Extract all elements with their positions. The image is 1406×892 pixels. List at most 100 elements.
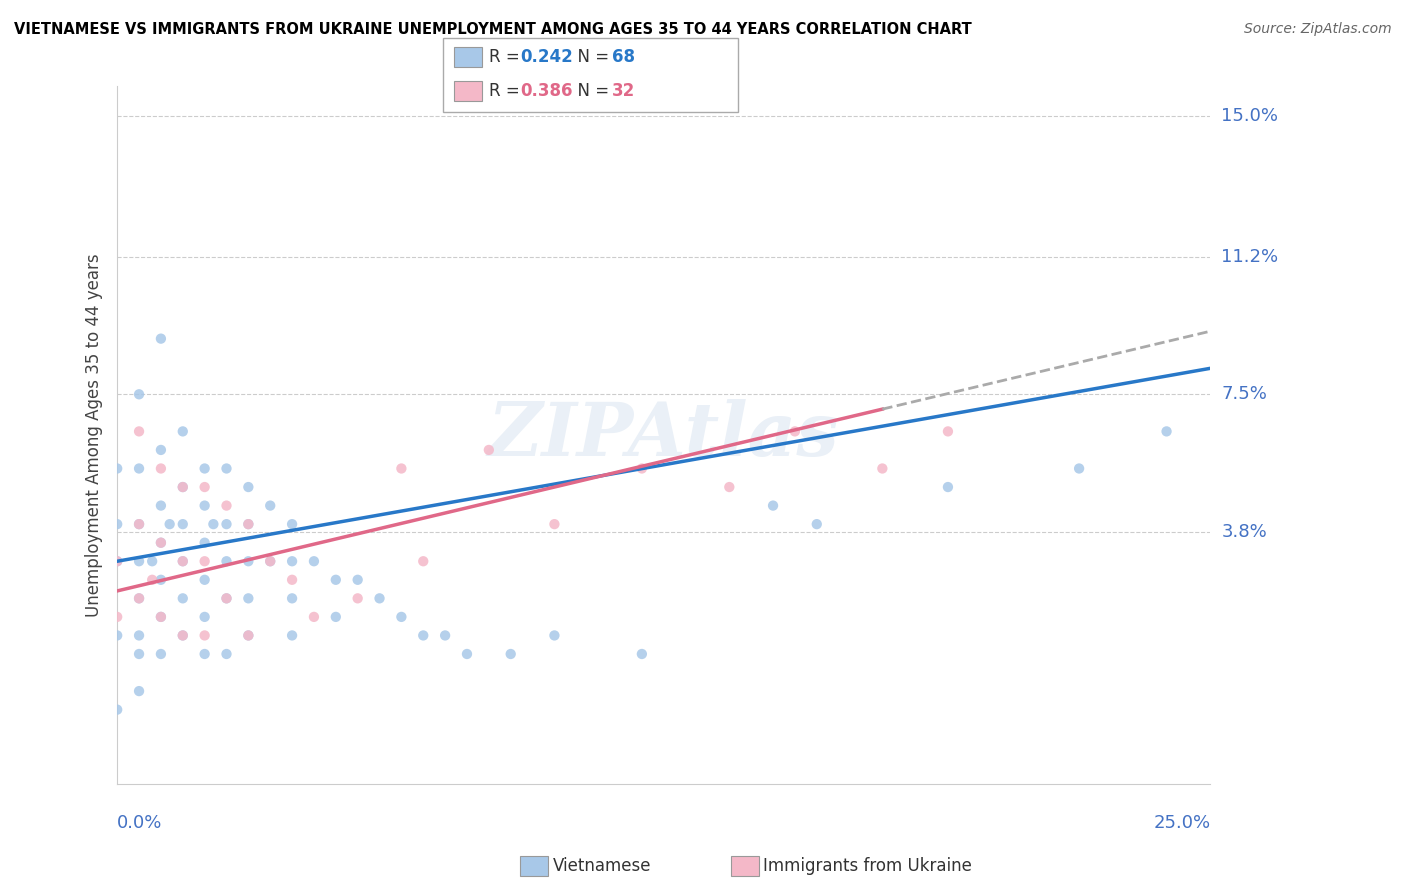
Point: [325, 573, 347, 587]
Point: [105, 628, 128, 642]
Point: [259, 554, 281, 568]
Point: [128, 387, 150, 401]
Text: Vietnamese: Vietnamese: [553, 857, 651, 875]
Point: [302, 554, 325, 568]
Point: [149, 535, 172, 549]
Point: [412, 628, 434, 642]
Text: Immigrants from Ukraine: Immigrants from Ukraine: [763, 857, 973, 875]
Point: [194, 535, 217, 549]
Point: [238, 628, 260, 642]
Text: 0.242: 0.242: [520, 48, 574, 66]
Point: [194, 480, 217, 494]
Text: N =: N =: [567, 48, 614, 66]
Text: N =: N =: [567, 82, 614, 100]
Point: [872, 461, 894, 475]
Point: [172, 591, 194, 606]
Point: [172, 628, 194, 642]
Point: [1069, 461, 1091, 475]
Point: [105, 703, 128, 717]
Point: [172, 554, 194, 568]
Point: [936, 480, 959, 494]
Text: 7.5%: 7.5%: [1222, 385, 1267, 403]
Point: [149, 461, 172, 475]
Point: [105, 517, 128, 532]
Text: ZIPAtlas: ZIPAtlas: [488, 399, 839, 471]
Point: [149, 647, 172, 661]
Point: [499, 647, 522, 661]
Point: [128, 461, 150, 475]
Point: [434, 628, 457, 642]
Text: 32: 32: [612, 82, 636, 100]
Point: [172, 554, 194, 568]
Point: [259, 499, 281, 513]
Text: 3.8%: 3.8%: [1222, 523, 1267, 541]
Point: [105, 554, 128, 568]
Point: [215, 591, 238, 606]
Point: [1156, 425, 1178, 439]
Point: [128, 517, 150, 532]
Point: [325, 610, 347, 624]
Point: [281, 554, 304, 568]
Point: [128, 591, 150, 606]
Point: [128, 591, 150, 606]
Point: [346, 591, 368, 606]
Text: 0.386: 0.386: [520, 82, 572, 100]
Point: [194, 610, 217, 624]
Point: [172, 480, 194, 494]
Point: [631, 647, 654, 661]
Point: [215, 647, 238, 661]
Text: 11.2%: 11.2%: [1222, 248, 1278, 266]
Point: [281, 517, 304, 532]
Point: [762, 499, 785, 513]
Y-axis label: Unemployment Among Ages 35 to 44 years: Unemployment Among Ages 35 to 44 years: [86, 253, 103, 617]
Text: VIETNAMESE VS IMMIGRANTS FROM UKRAINE UNEMPLOYMENT AMONG AGES 35 TO 44 YEARS COR: VIETNAMESE VS IMMIGRANTS FROM UKRAINE UN…: [14, 22, 972, 37]
Point: [718, 480, 741, 494]
Point: [215, 461, 238, 475]
Point: [238, 517, 260, 532]
Point: [368, 591, 391, 606]
Text: R =: R =: [489, 48, 526, 66]
Point: [215, 591, 238, 606]
Point: [128, 628, 150, 642]
Point: [543, 517, 565, 532]
Text: Source: ZipAtlas.com: Source: ZipAtlas.com: [1244, 22, 1392, 37]
Point: [238, 480, 260, 494]
Point: [194, 554, 217, 568]
Point: [238, 554, 260, 568]
Point: [783, 425, 806, 439]
Point: [281, 628, 304, 642]
Point: [478, 442, 501, 457]
Point: [172, 628, 194, 642]
Point: [141, 573, 163, 587]
Point: [128, 425, 150, 439]
Point: [281, 591, 304, 606]
Point: [215, 517, 238, 532]
Point: [172, 480, 194, 494]
Point: [215, 554, 238, 568]
Point: [172, 517, 194, 532]
Point: [215, 499, 238, 513]
Point: [128, 517, 150, 532]
Point: [141, 554, 163, 568]
Text: 15.0%: 15.0%: [1222, 107, 1278, 125]
Point: [194, 499, 217, 513]
Point: [194, 573, 217, 587]
Point: [259, 554, 281, 568]
Point: [202, 517, 225, 532]
Point: [105, 610, 128, 624]
Point: [194, 628, 217, 642]
Point: [346, 573, 368, 587]
Point: [149, 332, 172, 346]
Point: [238, 517, 260, 532]
Point: [128, 647, 150, 661]
Point: [149, 499, 172, 513]
Text: 25.0%: 25.0%: [1153, 814, 1211, 832]
Point: [936, 425, 959, 439]
Point: [149, 535, 172, 549]
Point: [389, 461, 412, 475]
Point: [456, 647, 478, 661]
Point: [238, 628, 260, 642]
Point: [389, 610, 412, 624]
Point: [172, 425, 194, 439]
Point: [149, 610, 172, 624]
